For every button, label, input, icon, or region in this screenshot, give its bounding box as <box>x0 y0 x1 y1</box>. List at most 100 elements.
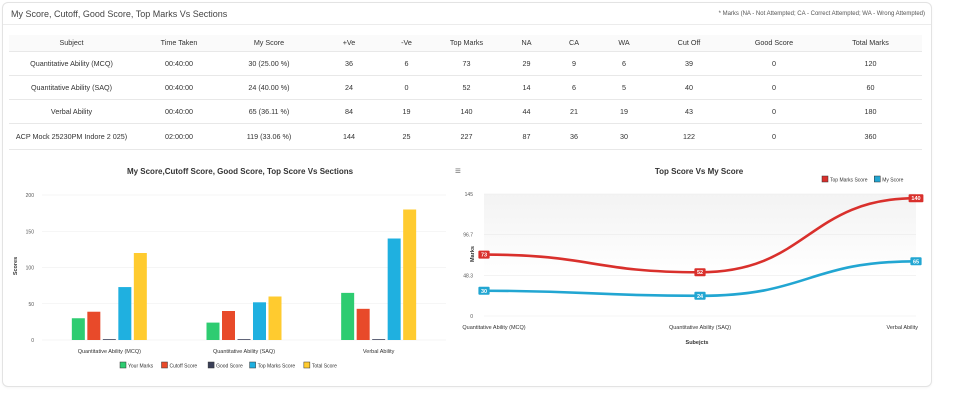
legend-swatch <box>303 361 311 369</box>
cell-negative: 0 <box>384 75 429 100</box>
cell-good-score: 0 <box>729 123 819 150</box>
cell-good-score: 0 <box>729 99 819 124</box>
bar-chart-y-tick: 100 <box>26 266 35 272</box>
cell-cutoff: 43 <box>649 99 729 124</box>
bar-cutoff-score <box>87 311 101 340</box>
data-label: 24 <box>697 294 704 300</box>
cell-my-score: 65 (36.11 %) <box>224 99 314 124</box>
bar-total-score <box>268 296 282 340</box>
col-ca: CA <box>549 35 599 52</box>
data-label-box <box>478 250 490 259</box>
card-header: My Score, Cutoff, Good Score, Top Marks … <box>3 3 931 25</box>
cell-good-score: 0 <box>729 75 819 100</box>
cell-na: 14 <box>504 75 549 100</box>
col-cutoff: Cut Off <box>649 35 729 52</box>
legend-swatch <box>821 175 829 183</box>
bar-chart-y-tick: 0 <box>31 338 34 344</box>
legend-label: My Score <box>882 178 903 184</box>
cell-cutoff: 40 <box>649 75 729 100</box>
data-label: 52 <box>697 270 703 276</box>
data-label: 30 <box>481 289 487 295</box>
data-label: 73 <box>481 253 487 259</box>
bar-your-marks <box>206 322 220 340</box>
table-row: ACP Mock 25230PM Indore 2 025) 02:00:00 … <box>9 123 922 150</box>
bar-total-score <box>403 209 417 340</box>
cell-time: 00:40:00 <box>134 75 224 100</box>
cell-cutoff: 122 <box>649 123 729 150</box>
data-label-box <box>908 194 924 203</box>
col-good-score: Good Score <box>729 35 819 52</box>
col-na: NA <box>504 35 549 52</box>
data-label-box <box>694 291 706 300</box>
table-row: Quantitative Ability (SAQ) 00:40:00 24 (… <box>9 75 922 100</box>
cell-subject: Quantitative Ability (MCQ) <box>9 51 134 76</box>
col-time-taken: Time Taken <box>134 35 224 52</box>
cell-total-marks: 60 <box>819 75 922 100</box>
cell-na: 29 <box>504 51 549 76</box>
col-top-marks: Top Marks <box>429 35 504 52</box>
cell-time: 02:00:00 <box>134 123 224 150</box>
cell-top-marks: 52 <box>429 75 504 100</box>
cell-wa: 19 <box>599 99 649 124</box>
col-wa: WA <box>599 35 649 52</box>
col-subject: Subject <box>9 35 134 52</box>
bar-top-marks-score <box>387 238 401 340</box>
marks-legend-note: * Marks (NA - Not Attempted; CA - Correc… <box>718 11 925 17</box>
bar-good-score <box>237 339 251 340</box>
legend-swatch <box>249 361 256 369</box>
bar-cutoff-score <box>222 311 235 340</box>
line-chart-x-axis-label: Subejcts <box>686 340 709 346</box>
line-chart-y-tick: 48.3 <box>463 273 473 279</box>
legend-label: Your Marks <box>128 364 154 370</box>
sections-bar-chart: My Score,Cutoff Score, Good Score, Top S… <box>13 167 446 370</box>
bar-chart-y-axis-label: Scores <box>13 257 19 275</box>
cell-good-score: 0 <box>729 51 819 76</box>
bar-your-marks <box>341 292 355 340</box>
line-chart-title: Top Score Vs My Score <box>655 167 744 176</box>
cell-wa: 6 <box>599 51 649 76</box>
data-label-box <box>910 257 922 266</box>
bar-top-marks-score <box>118 287 132 340</box>
top-vs-my-line-chart: Top Score Vs My Score Marks Subejcts 0 48… <box>462 167 924 346</box>
bar-cutoff-score <box>356 308 370 340</box>
cell-ca: 36 <box>549 123 599 150</box>
cell-subject: Quantitative Ability (SAQ) <box>9 75 134 100</box>
cell-positive: 24 <box>314 75 384 100</box>
bar-good-score <box>372 339 386 340</box>
cell-total-marks: 360 <box>819 123 922 150</box>
cell-wa: 30 <box>599 123 649 150</box>
cell-top-marks: 140 <box>429 99 504 124</box>
bar-good-score <box>102 339 116 340</box>
data-label-box <box>478 286 490 295</box>
cell-my-score: 30 (25.00 %) <box>224 51 314 76</box>
chart-menu-icon[interactable]: ≡ <box>455 166 461 177</box>
line-chart-y-tick: 96.7 <box>463 233 473 239</box>
cell-my-score: 24 (40.00 %) <box>224 75 314 100</box>
cell-negative: 19 <box>384 99 429 124</box>
bar-total-score <box>133 253 147 340</box>
cell-na: 44 <box>504 99 549 124</box>
data-label: 65 <box>913 259 919 265</box>
line-chart-y-tick: 145 <box>465 192 474 198</box>
cell-negative: 25 <box>384 123 429 150</box>
legend-label: Good Score <box>216 364 243 370</box>
legend-swatch <box>207 361 215 369</box>
score-table: Subject Time Taken My Score +Ve -Ve Top … <box>9 35 922 150</box>
cell-wa: 5 <box>599 75 649 100</box>
cell-total-marks: 180 <box>819 99 922 124</box>
cell-top-marks: 227 <box>429 123 504 150</box>
bar-chart-y-tick: 200 <box>26 193 35 199</box>
bar-chart-x-tick: Quantitative Ability (MCQ) <box>78 349 141 355</box>
cell-na: 87 <box>504 123 549 150</box>
legend-swatch <box>161 361 168 369</box>
cell-positive: 36 <box>314 51 384 76</box>
bar-your-marks <box>71 318 85 340</box>
line-chart-x-tick: Quantitative Ability (SAQ) <box>669 325 731 331</box>
cell-total-marks: 120 <box>819 51 922 76</box>
data-label: 140 <box>911 196 920 202</box>
cell-my-score: 119 (33.06 %) <box>224 123 314 150</box>
legend-label: Total Score <box>312 364 337 370</box>
col-total-marks: Total Marks <box>819 35 922 52</box>
legend-label: Top Marks Score <box>830 178 868 184</box>
cell-cutoff: 39 <box>649 51 729 76</box>
